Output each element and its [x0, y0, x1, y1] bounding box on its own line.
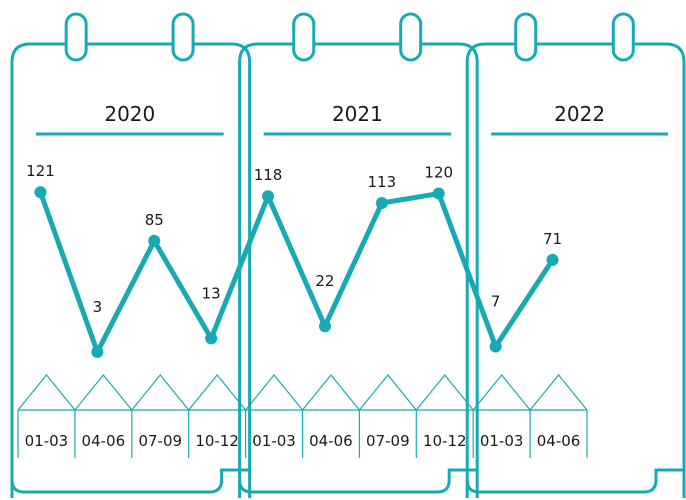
tile-roof: [415, 374, 474, 411]
data-label: 85: [145, 211, 164, 229]
data-label: 113: [368, 173, 397, 191]
series-layer: [34, 186, 559, 358]
tile-roof: [302, 374, 360, 411]
data-point: [205, 332, 218, 345]
calendar-page-tab: [10, 468, 250, 494]
x-tick-label: 01-03: [25, 432, 69, 450]
binder-ring: [292, 12, 316, 62]
x-tick-label: 07-09: [138, 432, 182, 450]
data-label: 3: [93, 298, 103, 316]
data-label: 22: [315, 272, 334, 290]
x-tick-label: 01-03: [480, 432, 524, 450]
x-tick-label: 01-03: [252, 432, 296, 450]
calendar-frames: [10, 12, 686, 498]
binder-ring: [514, 12, 538, 62]
data-point: [318, 320, 331, 333]
year-label: 2021: [332, 102, 383, 126]
data-label: 7: [491, 293, 501, 311]
x-tick-label: 10-12: [195, 432, 239, 450]
data-point: [148, 234, 161, 247]
binder-ring: [171, 12, 195, 62]
data-point: [91, 345, 104, 358]
binder-ring: [611, 12, 635, 62]
data-point: [375, 197, 388, 210]
label-layer: 2020 2021 2022 01-03 04-06 07-09 10-12 01-03 04-…: [25, 102, 605, 450]
x-tick-label: 10-12: [423, 432, 467, 450]
binder-ring: [64, 12, 88, 62]
tile-roof: [74, 374, 133, 411]
series-line: [37, 189, 556, 355]
binder-ring: [399, 12, 423, 62]
calendar-page-tab: [238, 468, 478, 494]
category-tiles: [17, 374, 588, 458]
calendar-page-frame: [465, 42, 686, 498]
tile-roof: [245, 374, 303, 411]
data-label: 121: [26, 162, 55, 180]
x-tick-label: 04-06: [309, 432, 353, 450]
data-point: [546, 253, 559, 266]
x-tick-label: 04-06: [82, 432, 126, 450]
tile-roof: [358, 374, 417, 411]
data-point: [432, 187, 445, 200]
data-point: [262, 190, 275, 203]
data-label: 13: [202, 284, 221, 302]
data-point: [489, 340, 502, 353]
tile-roof: [472, 374, 531, 411]
data-point: [34, 186, 47, 199]
x-tick-label: 04-06: [537, 432, 581, 450]
data-label: 120: [424, 164, 453, 182]
tile-roof: [188, 374, 247, 411]
year-label: 2020: [104, 102, 155, 126]
data-label: 71: [543, 230, 562, 248]
tile-roof: [529, 374, 588, 411]
calendar-page-frame: [238, 42, 479, 498]
data-label: 118: [254, 166, 283, 184]
calendar-page-frame: [10, 42, 252, 498]
calendar-page-tab: [465, 468, 684, 494]
tile-roof: [17, 374, 76, 411]
year-label: 2022: [554, 102, 605, 126]
x-tick-label: 07-09: [366, 432, 410, 450]
tile-roof: [131, 374, 190, 411]
